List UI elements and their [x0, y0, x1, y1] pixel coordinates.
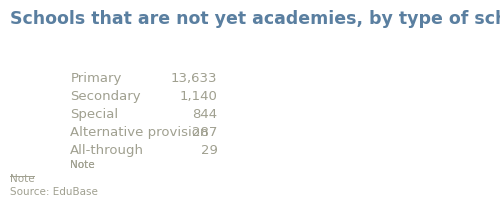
- Text: Schools that are not yet academies, by type of school: Schools that are not yet academies, by t…: [10, 10, 500, 28]
- Text: 29: 29: [200, 144, 218, 157]
- Text: 844: 844: [192, 108, 218, 121]
- Text: Alternative provision: Alternative provision: [70, 126, 208, 139]
- Text: 13,633: 13,633: [171, 72, 218, 85]
- Text: Primary: Primary: [70, 72, 122, 85]
- Text: All-through: All-through: [70, 144, 144, 157]
- Text: Note: Note: [10, 174, 34, 184]
- Text: 287: 287: [192, 126, 218, 139]
- Text: 1,140: 1,140: [180, 90, 218, 103]
- Text: Note: Note: [70, 160, 95, 170]
- Text: Source: EduBase: Source: EduBase: [10, 187, 98, 197]
- Text: Special: Special: [70, 108, 118, 121]
- Text: Note: Note: [70, 160, 95, 170]
- Text: Secondary: Secondary: [70, 90, 141, 103]
